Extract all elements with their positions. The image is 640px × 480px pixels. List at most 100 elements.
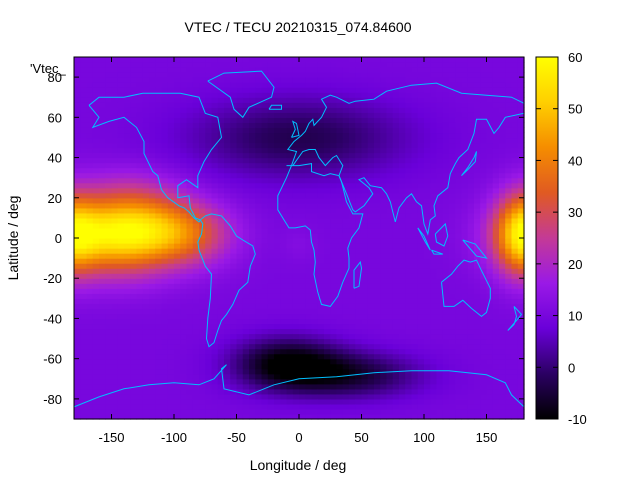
heatmap-cell — [436, 212, 444, 219]
heatmap-cell — [355, 263, 363, 269]
heatmap-cell — [405, 102, 413, 108]
heatmap-cell — [455, 182, 463, 189]
heatmap-cell — [255, 157, 263, 164]
heatmap-cell — [74, 268, 81, 274]
heatmap-cell — [311, 217, 319, 224]
heatmap-cell — [436, 222, 444, 229]
heatmap-cell — [286, 232, 294, 239]
heatmap-cell — [92, 328, 100, 335]
heatmap-cell — [274, 92, 281, 98]
heatmap-cell — [255, 398, 263, 405]
heatmap-cell — [149, 107, 156, 113]
heatmap-cell — [380, 97, 388, 103]
heatmap-cell — [355, 162, 363, 169]
heatmap-cell — [380, 222, 388, 229]
heatmap-cell — [467, 72, 475, 78]
heatmap-cell — [324, 258, 331, 264]
heatmap-cell — [336, 353, 344, 360]
heatmap-cell — [336, 343, 344, 350]
heatmap-cell — [124, 408, 131, 415]
heatmap-cell — [86, 248, 94, 254]
heatmap-cell — [130, 378, 138, 385]
heatmap-cell — [442, 67, 450, 73]
heatmap-cell — [130, 253, 138, 259]
heatmap-cell — [467, 343, 475, 350]
heatmap-cell — [299, 182, 306, 189]
heatmap-cell — [92, 142, 100, 149]
heatmap-cell — [117, 323, 125, 330]
heatmap-cell — [174, 222, 181, 229]
heatmap-cell — [505, 403, 513, 410]
heatmap-cell — [186, 403, 194, 410]
heatmap-cell — [455, 147, 463, 154]
heatmap-cell — [455, 353, 463, 360]
heatmap-cell — [374, 303, 381, 309]
heatmap-cell — [417, 87, 425, 93]
heatmap-cell — [167, 227, 175, 234]
heatmap-cell — [186, 87, 194, 93]
heatmap-cell — [380, 152, 388, 159]
heatmap-cell — [336, 107, 344, 113]
heatmap-cell — [467, 177, 475, 184]
heatmap-cell — [155, 187, 163, 194]
heatmap-cell — [355, 77, 363, 83]
heatmap-cell — [374, 308, 381, 315]
heatmap-cell — [74, 197, 81, 204]
heatmap-cell — [236, 373, 244, 380]
heatmap-cell — [486, 353, 494, 360]
heatmap-cell — [255, 413, 263, 420]
heatmap-cell — [111, 313, 119, 320]
heatmap-cell — [455, 167, 463, 174]
heatmap-cell — [361, 212, 369, 219]
heatmap-cell — [186, 177, 194, 184]
heatmap-cell — [480, 343, 488, 350]
heatmap-cell — [242, 157, 250, 164]
heatmap-cell — [486, 222, 494, 229]
heatmap-cell — [224, 408, 231, 415]
heatmap-cell — [405, 117, 413, 123]
heatmap-cell — [424, 298, 431, 304]
heatmap-cell — [367, 293, 375, 299]
heatmap-cell — [286, 403, 294, 410]
heatmap-cell — [136, 142, 144, 149]
heatmap-cell — [136, 293, 144, 299]
heatmap-cell — [186, 172, 194, 179]
heatmap-cell — [349, 227, 356, 234]
heatmap-cell — [280, 388, 288, 395]
heatmap-cell — [386, 318, 394, 325]
heatmap-cell — [80, 248, 88, 254]
heatmap-cell — [292, 383, 300, 390]
heatmap-cell — [211, 368, 219, 375]
heatmap-cell — [349, 82, 356, 88]
heatmap-cell — [417, 248, 425, 254]
heatmap-cell — [249, 137, 256, 144]
heatmap-cell — [442, 343, 450, 350]
heatmap-cell — [486, 323, 494, 330]
heatmap-cell — [442, 102, 450, 108]
heatmap-cell — [186, 388, 194, 395]
heatmap-cell — [230, 273, 238, 279]
heatmap-cell — [174, 408, 181, 415]
heatmap-cell — [142, 107, 150, 113]
heatmap-cell — [74, 142, 81, 149]
heatmap-cell — [155, 92, 163, 98]
heatmap-cell — [455, 127, 463, 134]
heatmap-cell — [217, 238, 225, 244]
heatmap-cell — [367, 373, 375, 380]
heatmap-cell — [205, 162, 213, 169]
heatmap-cell — [455, 142, 463, 149]
heatmap-cell — [480, 57, 488, 63]
heatmap-cell — [74, 263, 81, 269]
heatmap-cell — [499, 132, 506, 139]
heatmap-cell — [292, 323, 300, 330]
heatmap-cell — [142, 353, 150, 360]
heatmap-cell — [274, 147, 281, 154]
heatmap-cell — [305, 167, 313, 174]
heatmap-cell — [124, 132, 131, 139]
heatmap-cell — [199, 142, 206, 149]
heatmap-cell — [230, 403, 238, 410]
heatmap-cell — [405, 92, 413, 98]
heatmap-cell — [442, 167, 450, 174]
heatmap-cell — [305, 117, 313, 123]
heatmap-cell — [436, 182, 444, 189]
